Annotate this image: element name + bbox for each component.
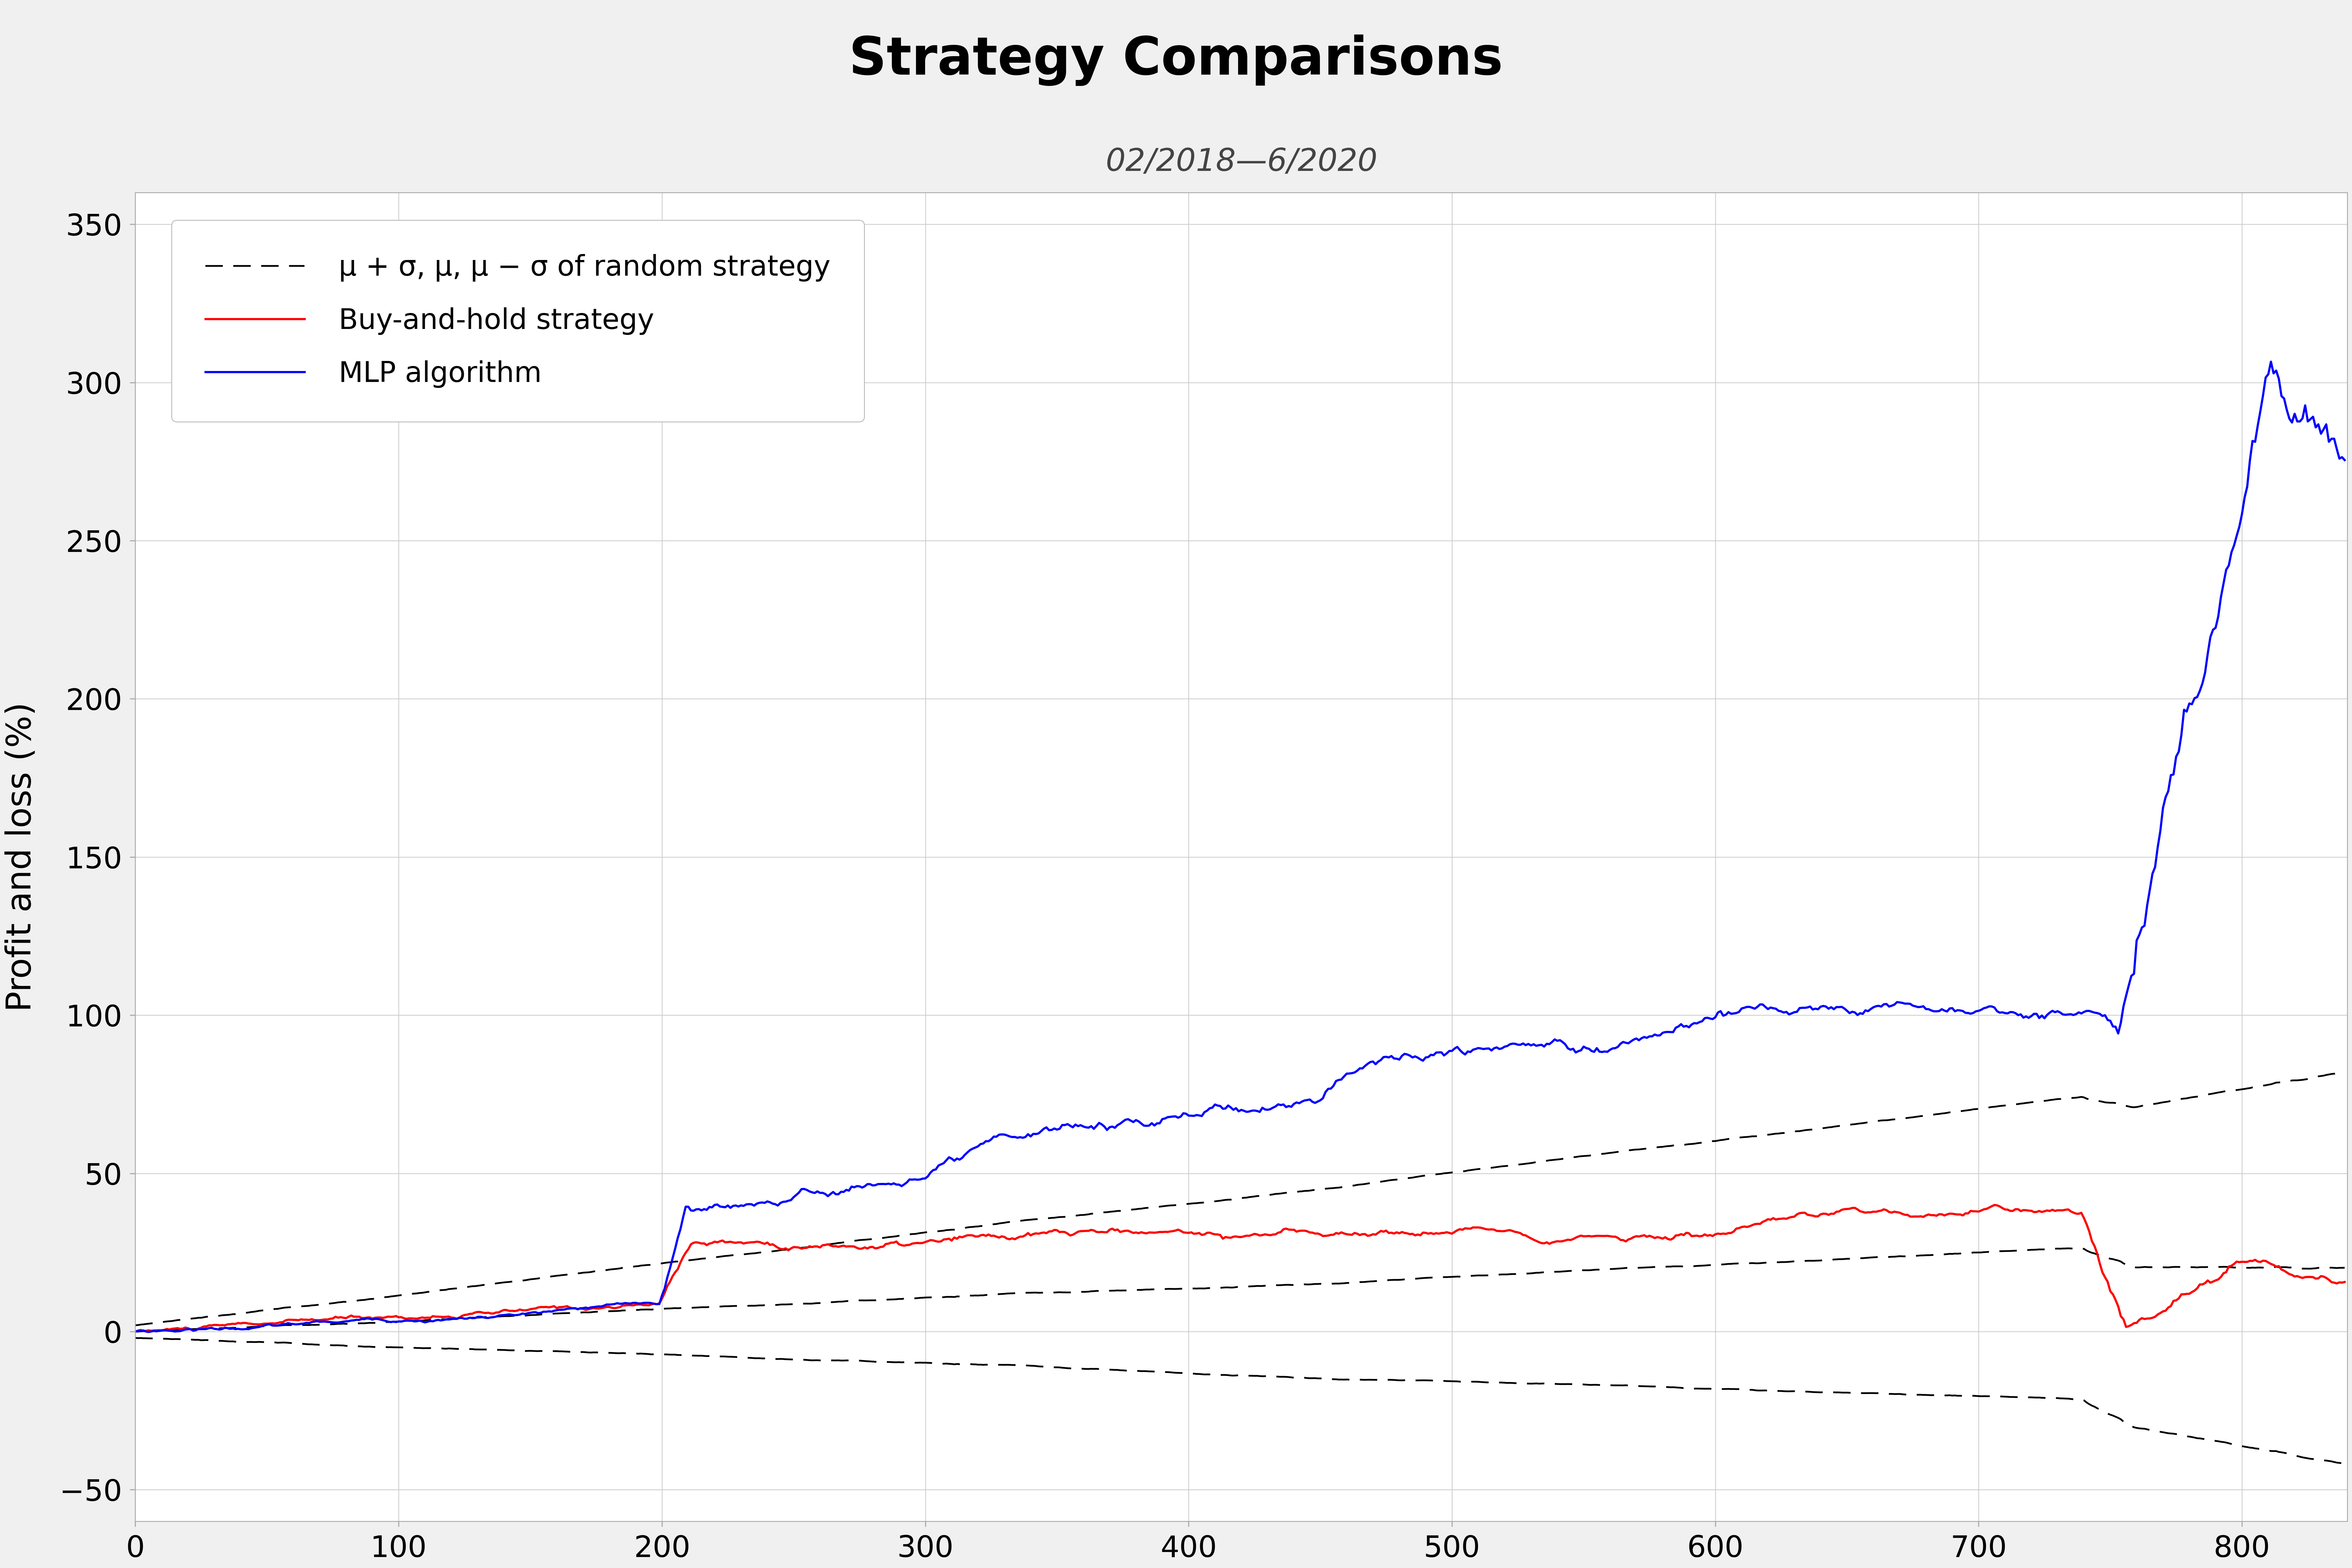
MLP algorithm <box>1357 1052 1385 1071</box>
Title: 02/2018—6/2020: 02/2018—6/2020 <box>1105 147 1378 177</box>
MLP algorithm <box>2331 450 2352 469</box>
MLP algorithm <box>122 1322 151 1341</box>
Buy-and-hold strategy <box>1980 1196 2009 1215</box>
Buy-and-hold strategy <box>1364 1223 1392 1242</box>
Y-axis label: Profit and loss (%): Profit and loss (%) <box>5 702 38 1011</box>
Text: Strategy Comparisons: Strategy Comparisons <box>849 34 1503 86</box>
MLP algorithm <box>1228 1101 1256 1120</box>
μ + σ, μ, μ − σ of random strategy <box>1609 1142 1637 1160</box>
Line: Buy-and-hold strategy: Buy-and-hold strategy <box>136 1206 2345 1331</box>
μ + σ, μ, μ − σ of random strategy <box>1225 1189 1254 1207</box>
μ + σ, μ, μ − σ of random strategy <box>682 1250 710 1269</box>
Buy-and-hold strategy <box>2331 1273 2352 1292</box>
MLP algorithm <box>1367 1051 1395 1069</box>
μ + σ, μ, μ − σ of random strategy <box>1065 1206 1094 1225</box>
μ + σ, μ, μ − σ of random strategy <box>1355 1174 1383 1193</box>
MLP algorithm <box>684 1200 713 1218</box>
MLP algorithm <box>134 1322 162 1341</box>
Buy-and-hold strategy <box>122 1322 151 1341</box>
Buy-and-hold strategy <box>1225 1228 1254 1247</box>
Line: μ + σ, μ, μ − σ of random strategy: μ + σ, μ, μ − σ of random strategy <box>136 1073 2345 1325</box>
Buy-and-hold strategy <box>1065 1221 1094 1240</box>
MLP algorithm <box>2258 353 2286 372</box>
μ + σ, μ, μ − σ of random strategy <box>1364 1173 1392 1192</box>
μ + σ, μ, μ − σ of random strategy <box>2331 1063 2352 1082</box>
Line: MLP algorithm: MLP algorithm <box>136 362 2345 1331</box>
MLP algorithm <box>1611 1033 1639 1052</box>
Buy-and-hold strategy <box>682 1232 710 1251</box>
Buy-and-hold strategy <box>1355 1226 1383 1245</box>
Buy-and-hold strategy <box>1609 1231 1637 1250</box>
μ + σ, μ, μ − σ of random strategy <box>122 1316 151 1334</box>
MLP algorithm <box>1070 1116 1098 1135</box>
Legend: μ + σ, μ, μ − σ of random strategy, Buy-and-hold strategy, MLP algorithm: μ + σ, μ, μ − σ of random strategy, Buy-… <box>172 220 866 422</box>
